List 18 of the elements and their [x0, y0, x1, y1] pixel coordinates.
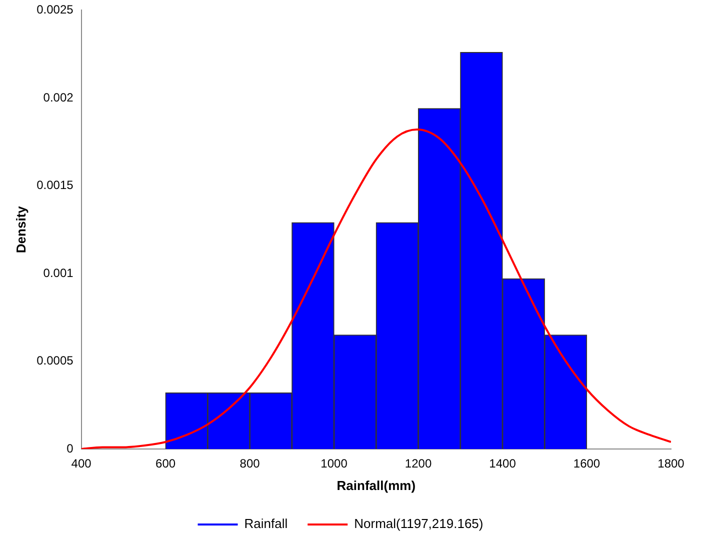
y-axis-title: Density	[13, 205, 28, 254]
x-tick-label: 600	[156, 456, 176, 471]
x-axis-title: Rainfall(mm)	[336, 478, 416, 493]
y-tick-label: 0.001	[43, 266, 74, 280]
y-tick-label: 0.0025	[36, 2, 74, 17]
x-tick-label: 1000	[320, 456, 348, 471]
legend-label: Normal(1197,219.165)	[354, 516, 484, 532]
y-tick-label: 0	[66, 441, 74, 456]
x-tick-label: 800	[240, 456, 260, 471]
x-tick-label: 400	[71, 456, 92, 471]
x-tick-label: 1200	[404, 456, 432, 471]
legend-label: Rainfall	[244, 516, 288, 532]
x-tick-label: 1800	[658, 456, 685, 471]
y-tick-label: 0.002	[43, 90, 74, 104]
x-tick-label: 1400	[489, 456, 516, 471]
x-tick-label: 1600	[573, 456, 600, 471]
y-tick-label: 0.0005	[36, 354, 74, 368]
y-tick-label: 0.0015	[36, 178, 74, 192]
